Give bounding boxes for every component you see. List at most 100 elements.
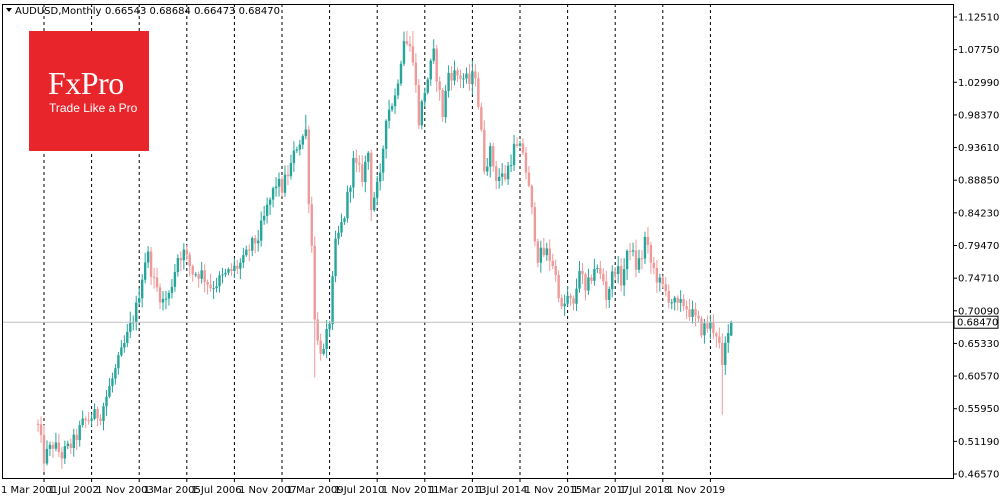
candle-body [634,250,638,270]
candle-body [126,331,129,343]
candle-body [658,277,662,283]
candle-body [185,249,188,255]
candle-body [441,90,444,118]
candle-body [408,43,412,47]
candle-body [581,270,584,275]
candle-body [298,144,302,150]
candle-body [245,249,248,256]
y-tick-label: 0.98370 [958,110,999,121]
candle-body [390,106,394,110]
candle-body [66,443,69,447]
candle-body [334,238,337,277]
candle-body [492,146,495,167]
candle-body [42,435,46,464]
candle-body [361,164,364,183]
candle-body [54,442,58,449]
y-tick-label: 1.12510 [958,13,999,24]
candle-body [310,204,313,246]
candle-body [349,187,352,192]
price-axis[interactable]: 1.12510 1.07750 1.02990 0.98370 0.93610 0.888… [953,13,999,481]
candle-body [48,444,52,449]
x-tick-label: 1 Jul 2006 [191,485,241,496]
candle-body [152,276,156,278]
candle-body [557,274,560,299]
candle-body [173,272,177,287]
candle-body [622,269,626,286]
candle-body [697,315,700,319]
candle-body [313,245,316,320]
x-tick-label: 1 Jul 2010 [334,485,384,496]
chart-frame [2,4,954,479]
candle-body [295,149,299,151]
candle-body [587,277,590,291]
candle-body [563,303,566,307]
candle-body [325,329,328,349]
candle-body [605,281,608,301]
candle-body [170,286,174,293]
x-tick-label: 1 Mar 2009 [287,485,344,496]
candle-body [477,78,480,107]
candle-body [539,247,543,263]
candle-body [93,409,96,419]
candle-body [259,220,263,241]
dropdown-triangle-icon[interactable] [6,8,12,12]
candle-body [209,284,212,289]
candle-body [512,144,516,166]
candle-body [462,78,465,80]
candle-body [602,273,605,282]
candle-body [381,148,385,173]
candle-body [435,48,438,82]
y-tick-label: 1.02990 [958,78,999,89]
candle-body [292,150,296,164]
candle-body [105,396,108,407]
candle-body [155,277,159,288]
candle-body [402,41,406,64]
candle-body [138,298,141,303]
candle-body [265,204,269,216]
x-tick-label: 1 Jul 2018 [620,485,670,496]
candle-body [191,265,194,275]
candle-body [619,266,623,286]
candle-body [524,152,528,173]
candle-body [506,165,510,180]
candle-body [274,186,278,189]
candle-body [99,418,102,422]
candle-body [355,157,358,163]
y-tick-label: 0.60570 [958,372,999,383]
candle-body [179,258,183,261]
candle-body [414,62,418,86]
candle-body [114,368,117,379]
candle-body [90,418,93,421]
y-tick-label: 1.07750 [958,45,999,56]
ohlc-readout: 0.66543 0.68684 0.66473 0.68470 [105,6,280,17]
candle-body [551,260,554,266]
chart-header: AUDUSD,Monthly 0.66543 0.68684 0.66473 0… [6,6,280,17]
x-tick-label: 1 Mar 2017 [572,485,629,496]
candle-body [420,101,424,126]
candle-body [215,286,218,289]
candle-body [271,188,275,200]
candle-body [384,120,388,149]
candle-body [268,199,272,205]
candle-body [316,319,319,341]
candle-body [500,173,504,177]
candle-body [367,152,370,162]
candle-body [78,425,81,441]
x-tick-label: 1 Jul 2002 [49,485,99,496]
candle-body [706,323,709,329]
candle-body [423,92,426,102]
candle-body [331,276,334,324]
candle-body [206,281,209,285]
candle-body [51,444,55,449]
x-tick-label: 1 Mar 2001 [1,485,58,496]
candle-body [60,452,64,459]
y-tick-label: 0.79470 [958,241,999,252]
y-tick-label: 0.84230 [958,208,999,219]
candle-body [631,250,635,252]
candle-body [521,143,525,153]
candle-body [102,406,105,422]
candle-body [280,178,284,193]
